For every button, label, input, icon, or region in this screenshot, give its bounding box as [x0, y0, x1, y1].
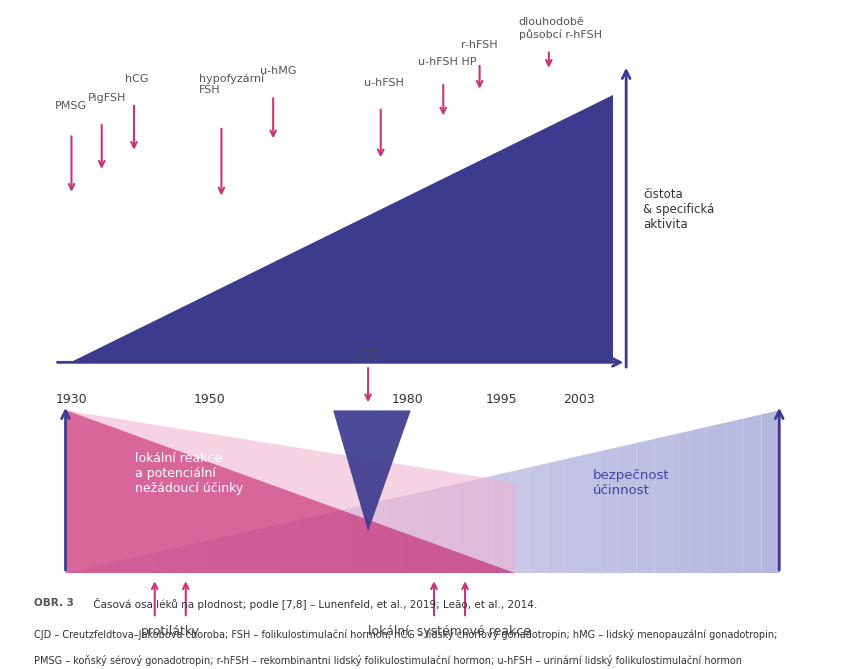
Text: PMSG – koňský sérový gonadotropin; r-hFSH – rekombinantni lidský folikulostimula: PMSG – koňský sérový gonadotropin; r-hFS… [34, 655, 741, 666]
Text: PigFSH: PigFSH [88, 93, 127, 103]
Polygon shape [387, 496, 404, 573]
Polygon shape [440, 484, 457, 573]
Polygon shape [369, 500, 387, 573]
Polygon shape [618, 443, 635, 573]
Text: 1980: 1980 [391, 393, 423, 406]
Polygon shape [297, 516, 315, 573]
Polygon shape [172, 545, 190, 573]
Polygon shape [119, 557, 137, 573]
Text: 1995: 1995 [486, 393, 517, 406]
Polygon shape [137, 553, 155, 573]
Polygon shape [244, 529, 262, 573]
Polygon shape [565, 455, 582, 573]
Polygon shape [672, 431, 690, 573]
Polygon shape [457, 480, 475, 573]
Polygon shape [511, 468, 529, 573]
Polygon shape [84, 565, 101, 573]
Text: hCG: hCG [125, 74, 149, 84]
Text: lokální reakce
a potenciální
nežádoucí účinky: lokální reakce a potenciální nežádoucí ú… [135, 452, 244, 495]
Polygon shape [404, 492, 422, 573]
Polygon shape [71, 96, 612, 363]
Text: OBR. 3: OBR. 3 [34, 598, 74, 608]
Polygon shape [725, 419, 743, 573]
Polygon shape [653, 435, 672, 573]
Polygon shape [208, 537, 226, 573]
Text: protilátky: protilátky [140, 626, 200, 638]
Text: u-hFSH: u-hFSH [363, 78, 403, 88]
Text: Časová osa léků na plodnost; podle [7,8] – Lunenfeld, et al., 2019; Leão, et al.: Časová osa léků na plodnost; podle [7,8]… [90, 598, 536, 610]
Polygon shape [760, 410, 778, 573]
Text: u-hMG: u-hMG [259, 66, 296, 76]
Polygon shape [315, 512, 332, 573]
Polygon shape [226, 533, 244, 573]
Polygon shape [65, 569, 84, 573]
Polygon shape [190, 541, 208, 573]
Polygon shape [65, 411, 515, 573]
Polygon shape [690, 427, 707, 573]
Text: CJD: CJD [356, 349, 379, 362]
Text: čistota
& specifická
aktivita: čistota & specifická aktivita [642, 188, 714, 231]
Text: hypofyzární
FSH: hypofyzární FSH [199, 74, 264, 96]
Text: r-hFSH: r-hFSH [461, 39, 498, 50]
Text: PMSG: PMSG [54, 100, 87, 110]
Text: CJD – Creutzfeldtova–Jakobova choroba; FSH – folikulostimulační hormon; hCG – li: CJD – Creutzfeldtova–Jakobova choroba; F… [34, 629, 777, 640]
Polygon shape [422, 488, 440, 573]
Text: 1950: 1950 [193, 393, 225, 406]
Text: bezpečnost
účinnost: bezpečnost účinnost [592, 469, 669, 496]
Polygon shape [475, 476, 493, 573]
Text: u-hFSH HP: u-hFSH HP [418, 57, 475, 67]
Polygon shape [101, 561, 119, 573]
Polygon shape [600, 447, 618, 573]
Polygon shape [547, 459, 565, 573]
Polygon shape [743, 415, 760, 573]
Polygon shape [582, 451, 600, 573]
Polygon shape [155, 549, 172, 573]
Polygon shape [333, 411, 411, 531]
Polygon shape [493, 472, 511, 573]
Text: 1930: 1930 [56, 393, 87, 406]
Polygon shape [332, 508, 350, 573]
Text: dlouhodobě
působcí r-hFSH: dlouhodobě působcí r-hFSH [518, 17, 601, 40]
Polygon shape [635, 439, 653, 573]
Polygon shape [707, 423, 725, 573]
Text: 2003: 2003 [562, 393, 594, 406]
Polygon shape [65, 411, 515, 573]
Polygon shape [262, 524, 279, 573]
Polygon shape [529, 463, 547, 573]
Text: lokální, systémové reakce: lokální, systémové reakce [368, 626, 530, 638]
Polygon shape [279, 520, 297, 573]
Polygon shape [350, 504, 369, 573]
